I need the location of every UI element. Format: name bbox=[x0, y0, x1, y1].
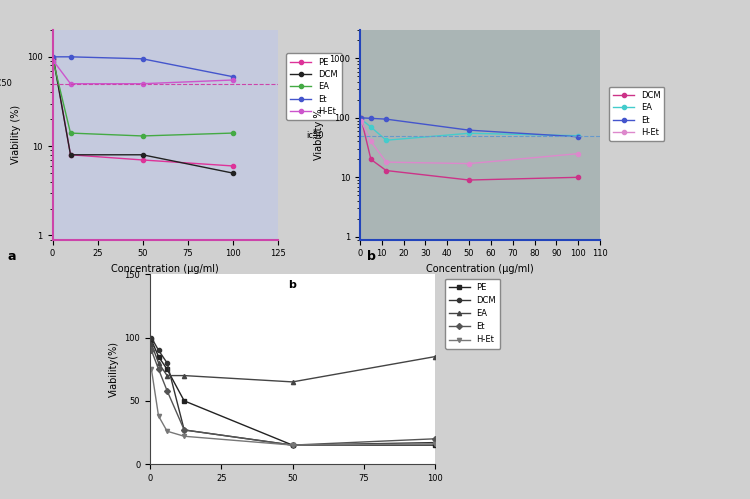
DCM bbox=[288, 442, 297, 448]
DCM bbox=[154, 347, 163, 353]
Et bbox=[138, 56, 147, 62]
Et bbox=[574, 134, 583, 140]
Et bbox=[163, 388, 172, 394]
Legend: PE, DCM, EA, Et, H-Et: PE, DCM, EA, Et, H-Et bbox=[445, 278, 500, 349]
X-axis label: Concentration (μg/ml): Concentration (μg/ml) bbox=[426, 264, 534, 274]
EA bbox=[49, 59, 58, 65]
H-Et bbox=[66, 81, 75, 87]
Et bbox=[367, 115, 376, 121]
Line: Et: Et bbox=[51, 55, 235, 79]
EA bbox=[66, 130, 75, 136]
Line: EA: EA bbox=[149, 342, 437, 384]
H-Et bbox=[574, 151, 583, 157]
H-Et bbox=[430, 441, 439, 447]
H-Et bbox=[147, 366, 156, 372]
PE bbox=[66, 152, 75, 158]
PE bbox=[430, 442, 439, 448]
Et bbox=[288, 442, 297, 448]
DCM bbox=[138, 152, 147, 158]
DCM bbox=[147, 335, 156, 341]
Et bbox=[356, 115, 365, 121]
DCM bbox=[430, 440, 439, 446]
DCM bbox=[464, 177, 473, 183]
Line: EA: EA bbox=[51, 60, 235, 138]
H-Et bbox=[180, 433, 189, 439]
EA bbox=[574, 133, 583, 139]
Line: PE: PE bbox=[149, 338, 437, 447]
EA bbox=[163, 373, 172, 379]
Et bbox=[49, 54, 58, 60]
Et bbox=[228, 74, 237, 80]
Et bbox=[147, 347, 156, 353]
Et bbox=[382, 116, 391, 122]
Text: IC50: IC50 bbox=[0, 79, 12, 88]
PE bbox=[154, 354, 163, 360]
Text: a: a bbox=[8, 250, 16, 262]
H-Et bbox=[356, 118, 365, 124]
Line: H-Et: H-Et bbox=[51, 59, 235, 86]
EA bbox=[464, 130, 473, 136]
DCM bbox=[163, 360, 172, 366]
EA bbox=[154, 360, 163, 366]
Text: b: b bbox=[368, 250, 376, 262]
Line: H-Et: H-Et bbox=[359, 119, 580, 166]
PE bbox=[49, 54, 58, 60]
H-Et bbox=[228, 77, 237, 83]
Legend: DCM, EA, Et, H-Et: DCM, EA, Et, H-Et bbox=[609, 87, 664, 141]
H-Et bbox=[49, 58, 58, 64]
DCM bbox=[356, 115, 365, 121]
Line: PE: PE bbox=[51, 55, 235, 168]
H-Et bbox=[138, 81, 147, 87]
Line: DCM: DCM bbox=[51, 57, 235, 175]
Line: DCM: DCM bbox=[359, 116, 580, 182]
PE bbox=[147, 337, 156, 343]
Legend: PE, DCM, EA, Et, H-Et: PE, DCM, EA, Et, H-Et bbox=[286, 53, 342, 120]
DCM bbox=[367, 156, 376, 162]
PE bbox=[163, 366, 172, 372]
Line: Et: Et bbox=[359, 116, 580, 139]
Et bbox=[464, 127, 473, 133]
EA bbox=[288, 379, 297, 385]
Line: DCM: DCM bbox=[149, 335, 437, 447]
Et bbox=[430, 436, 439, 442]
H-Et bbox=[464, 161, 473, 167]
PE bbox=[288, 442, 297, 448]
EA bbox=[228, 130, 237, 136]
EA bbox=[382, 137, 391, 143]
H-Et bbox=[382, 159, 391, 165]
Line: EA: EA bbox=[359, 117, 580, 142]
EA bbox=[356, 116, 365, 122]
Y-axis label: Viability(%): Viability(%) bbox=[109, 341, 119, 397]
PE bbox=[228, 163, 237, 169]
EA bbox=[367, 124, 376, 130]
DCM bbox=[49, 56, 58, 62]
Text: ic50: ic50 bbox=[307, 131, 324, 140]
Line: H-Et: H-Et bbox=[149, 367, 437, 447]
DCM bbox=[228, 170, 237, 176]
EA bbox=[430, 354, 439, 360]
Y-axis label: Viability (%): Viability (%) bbox=[11, 105, 22, 164]
EA bbox=[138, 133, 147, 139]
Et bbox=[154, 366, 163, 372]
Y-axis label: Viability %: Viability % bbox=[314, 109, 324, 161]
PE bbox=[180, 398, 189, 404]
Text: b: b bbox=[289, 280, 296, 290]
Et bbox=[180, 427, 189, 433]
DCM bbox=[180, 427, 189, 433]
H-Et bbox=[367, 139, 376, 145]
H-Et bbox=[288, 442, 297, 448]
EA bbox=[147, 341, 156, 347]
H-Et bbox=[154, 413, 163, 419]
Line: Et: Et bbox=[149, 348, 437, 447]
DCM bbox=[382, 168, 391, 174]
DCM bbox=[574, 174, 583, 180]
DCM bbox=[66, 152, 75, 158]
PE bbox=[138, 157, 147, 163]
X-axis label: Concentration (μg/ml): Concentration (μg/ml) bbox=[111, 264, 219, 274]
H-Et bbox=[163, 428, 172, 434]
EA bbox=[180, 373, 189, 379]
Et bbox=[66, 54, 75, 60]
